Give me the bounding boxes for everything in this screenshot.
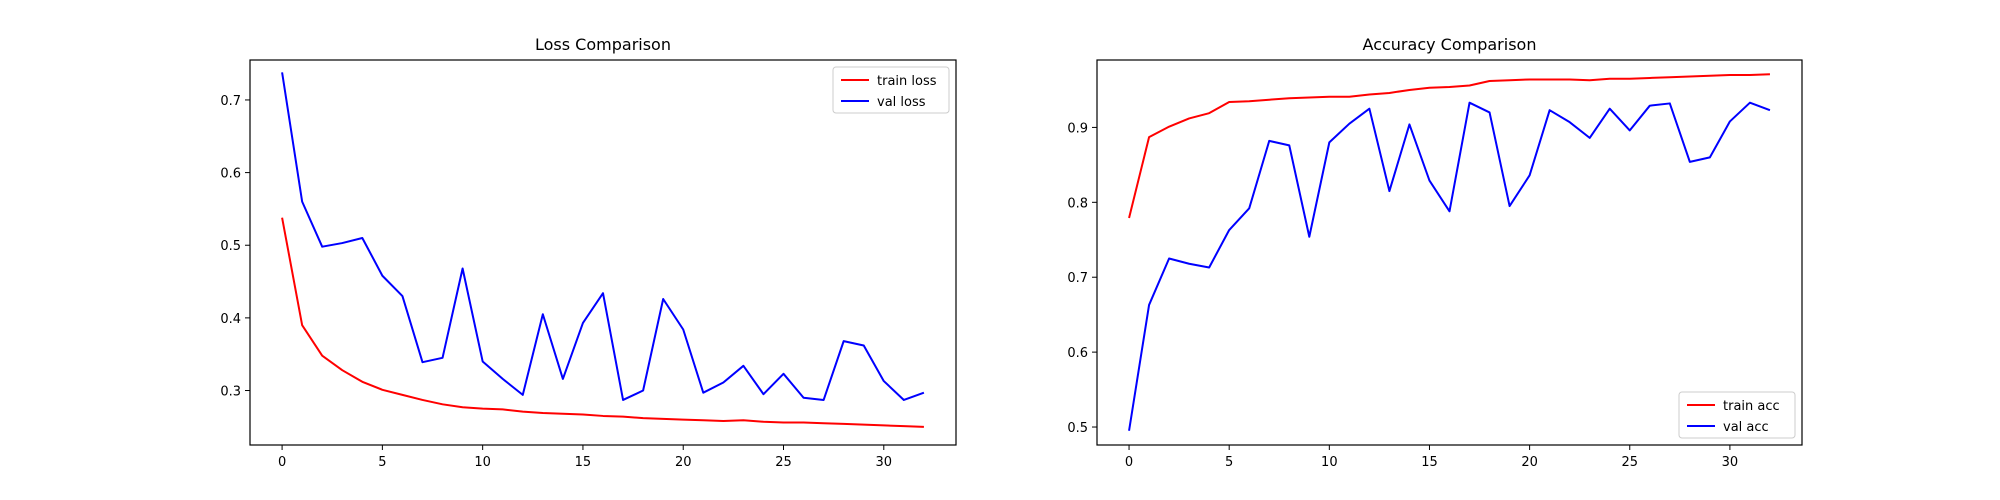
- acc-x-tick-label: 5: [1225, 455, 1233, 470]
- accuracy-comparison-chart: Accuracy Comparison 0 5 10 15 20 25 30 0.5 0.6 0.7…: [1067, 35, 1803, 470]
- acc-legend: train acc val acc: [1678, 391, 1796, 439]
- acc-y-tick-label: 0.5: [1067, 421, 1088, 436]
- loss-comparison-chart: Loss Comparison 0 5 10 15 20 25 30 0.3 0.4 0.5 0.6 0…: [220, 35, 957, 470]
- loss-legend-label: train loss: [877, 74, 937, 89]
- loss-x-tick-label: 30: [876, 455, 893, 470]
- loss-y-tick-label: 0.5: [220, 239, 241, 254]
- acc-y-tick-label: 0.8: [1067, 196, 1088, 211]
- acc-series-line-train-acc: [1128, 73, 1770, 219]
- loss-x-tick-label: 5: [378, 455, 386, 470]
- loss-x-tick-label: 25: [775, 455, 792, 470]
- loss-chart-title: Loss Comparison: [535, 35, 671, 54]
- loss-x-tick-label: 0: [278, 455, 286, 470]
- acc-y-tick-label: 0.6: [1067, 346, 1088, 361]
- acc-y-tick-label: 0.7: [1067, 271, 1088, 286]
- loss-series-line-train-loss: [281, 217, 924, 428]
- loss-y-tick-label: 0.3: [220, 385, 241, 400]
- loss-series-line-val-loss: [281, 72, 925, 401]
- loss-y-tick-label: 0.4: [220, 312, 241, 327]
- loss-x-tick-label: 10: [474, 455, 491, 470]
- acc-legend-label: train acc: [1723, 399, 1780, 414]
- acc-x-tick-label: 20: [1521, 455, 1538, 470]
- acc-axes-frame: [1096, 59, 1803, 446]
- acc-x-tick-label: 10: [1321, 455, 1338, 470]
- acc-legend-label: val acc: [1723, 420, 1769, 435]
- loss-axes-frame: [249, 59, 957, 446]
- acc-series-line-val-acc: [1128, 101, 1771, 431]
- acc-x-tick-label: 30: [1722, 455, 1739, 470]
- acc-y-tick-label: 0.9: [1067, 121, 1088, 136]
- loss-legend-label: val loss: [877, 95, 926, 110]
- acc-chart-title: Accuracy Comparison: [1363, 35, 1537, 54]
- acc-x-tick-label: 15: [1421, 455, 1438, 470]
- loss-legend: train loss val loss: [832, 66, 950, 114]
- loss-y-tick-label: 0.6: [220, 167, 241, 182]
- acc-x-tick-label: 25: [1621, 455, 1638, 470]
- loss-x-tick-label: 20: [675, 455, 692, 470]
- loss-y-tick-label: 0.7: [220, 94, 241, 109]
- loss-x-tick-label: 15: [575, 455, 592, 470]
- acc-x-tick-label: 0: [1125, 455, 1133, 470]
